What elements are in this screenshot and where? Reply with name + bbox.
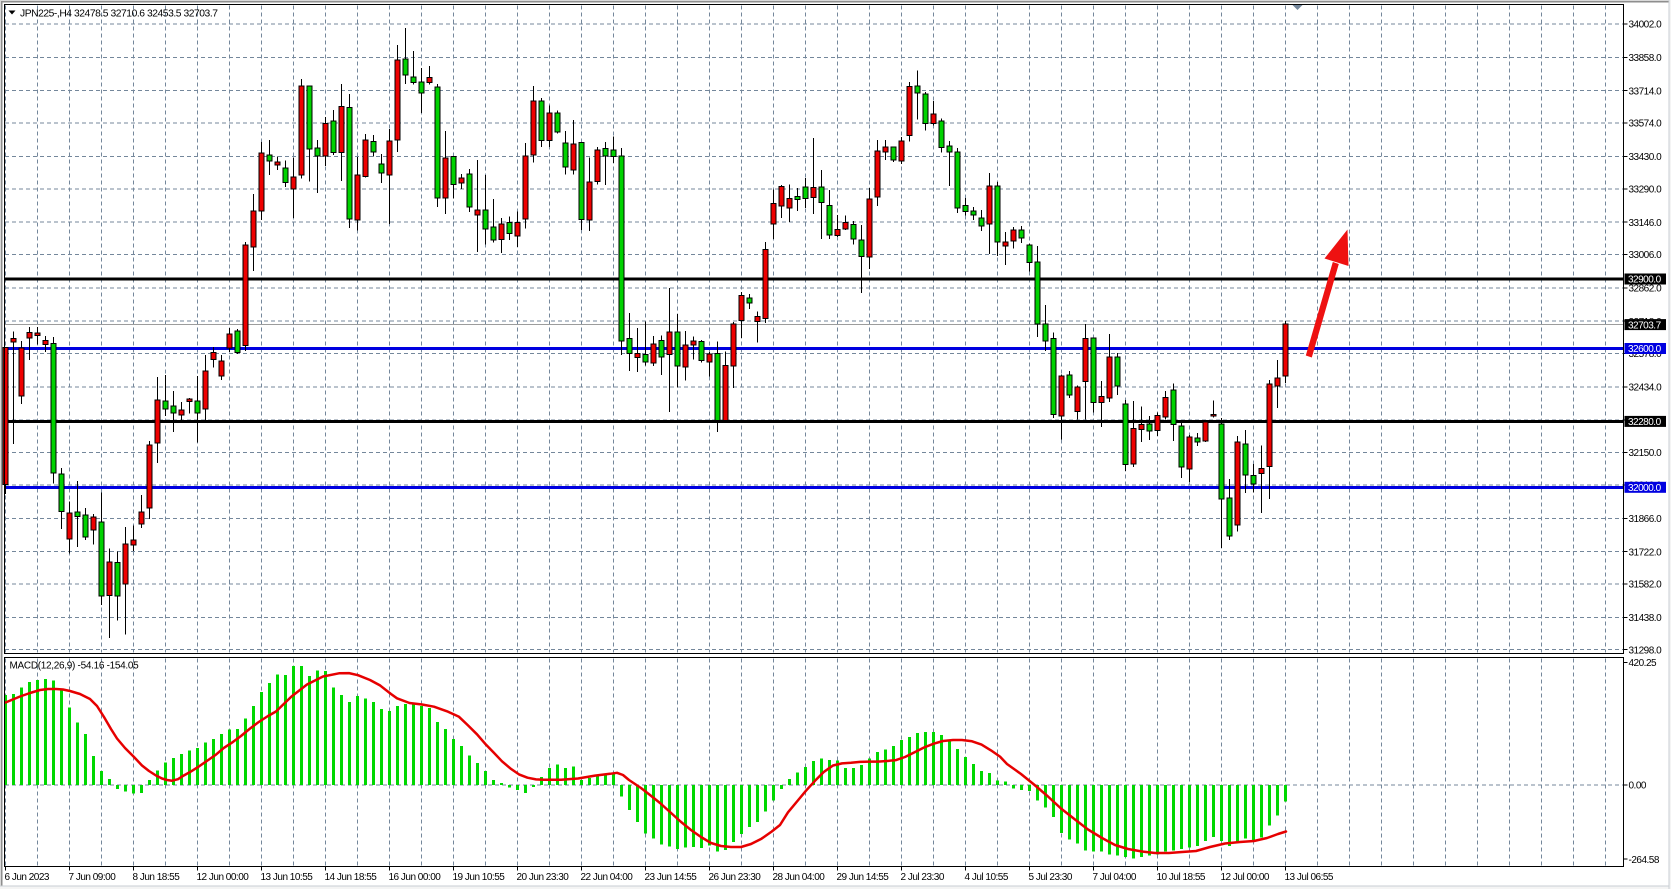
svg-text:33146.0: 33146.0 bbox=[1629, 218, 1663, 229]
svg-text:JPN225-,H4 32478.5 32710.6 32: JPN225-,H4 32478.5 32710.6 32453.5 32703… bbox=[20, 9, 218, 20]
svg-text:2 Jul 23:30: 2 Jul 23:30 bbox=[901, 872, 945, 883]
svg-text:12 Jul 00:00: 12 Jul 00:00 bbox=[1221, 872, 1270, 883]
svg-text:32900.0: 32900.0 bbox=[1628, 275, 1662, 286]
svg-text:32862.0: 32862.0 bbox=[1629, 284, 1663, 295]
svg-text:31438.0: 31438.0 bbox=[1629, 613, 1663, 624]
svg-text:10 Jul 18:55: 10 Jul 18:55 bbox=[1157, 872, 1206, 883]
svg-text:32280.0: 32280.0 bbox=[1628, 417, 1662, 428]
svg-text:4 Jul 10:55: 4 Jul 10:55 bbox=[965, 872, 1009, 883]
svg-text:32578.0: 32578.0 bbox=[1629, 349, 1663, 360]
svg-text:31722.0: 31722.0 bbox=[1629, 547, 1663, 558]
svg-text:31582.0: 31582.0 bbox=[1629, 580, 1663, 591]
svg-text:14 Jun 18:55: 14 Jun 18:55 bbox=[325, 872, 378, 883]
svg-text:34002.0: 34002.0 bbox=[1629, 20, 1663, 31]
svg-text:19 Jun 10:55: 19 Jun 10:55 bbox=[453, 872, 506, 883]
svg-text:33714.0: 33714.0 bbox=[1629, 86, 1663, 97]
svg-text:33430.0: 33430.0 bbox=[1629, 152, 1663, 163]
svg-text:33574.0: 33574.0 bbox=[1629, 119, 1663, 130]
svg-text:16 Jun 00:00: 16 Jun 00:00 bbox=[389, 872, 442, 883]
svg-text:7 Jun 09:00: 7 Jun 09:00 bbox=[69, 872, 117, 883]
svg-text:33006.0: 33006.0 bbox=[1629, 250, 1663, 261]
svg-text:13 Jul 06:55: 13 Jul 06:55 bbox=[1285, 872, 1334, 883]
svg-text:32000.0: 32000.0 bbox=[1628, 483, 1662, 494]
svg-text:7 Jul 04:00: 7 Jul 04:00 bbox=[1093, 872, 1137, 883]
svg-text:MACD(12,26,9) -54.16 -154.05: MACD(12,26,9) -54.16 -154.05 bbox=[10, 661, 140, 672]
svg-text:6 Jun 2023: 6 Jun 2023 bbox=[5, 872, 50, 883]
svg-text:32150.0: 32150.0 bbox=[1629, 448, 1663, 459]
svg-text:33858.0: 33858.0 bbox=[1629, 53, 1663, 64]
svg-text:22 Jun 04:00: 22 Jun 04:00 bbox=[581, 872, 634, 883]
svg-text:420.25: 420.25 bbox=[1629, 658, 1658, 669]
svg-text:23 Jun 14:55: 23 Jun 14:55 bbox=[645, 872, 698, 883]
svg-text:20 Jun 23:30: 20 Jun 23:30 bbox=[517, 872, 570, 883]
svg-text:32434.0: 32434.0 bbox=[1629, 383, 1663, 394]
svg-text:8 Jun 18:55: 8 Jun 18:55 bbox=[133, 872, 181, 883]
svg-text:28 Jun 04:00: 28 Jun 04:00 bbox=[773, 872, 826, 883]
svg-text:0.00: 0.00 bbox=[1629, 781, 1647, 792]
svg-text:31866.0: 31866.0 bbox=[1629, 514, 1663, 525]
svg-text:12 Jun 00:00: 12 Jun 00:00 bbox=[197, 872, 250, 883]
svg-text:29 Jun 14:55: 29 Jun 14:55 bbox=[837, 872, 890, 883]
svg-text:-264.58: -264.58 bbox=[1629, 855, 1660, 866]
svg-text:32600.0: 32600.0 bbox=[1628, 344, 1662, 355]
svg-text:31298.0: 31298.0 bbox=[1629, 645, 1663, 656]
svg-text:32703.7: 32703.7 bbox=[1628, 320, 1662, 331]
svg-text:13 Jun 10:55: 13 Jun 10:55 bbox=[261, 872, 314, 883]
svg-text:33290.0: 33290.0 bbox=[1629, 185, 1663, 196]
svg-text:5 Jul 23:30: 5 Jul 23:30 bbox=[1029, 872, 1073, 883]
svg-text:26 Jun 23:30: 26 Jun 23:30 bbox=[709, 872, 762, 883]
